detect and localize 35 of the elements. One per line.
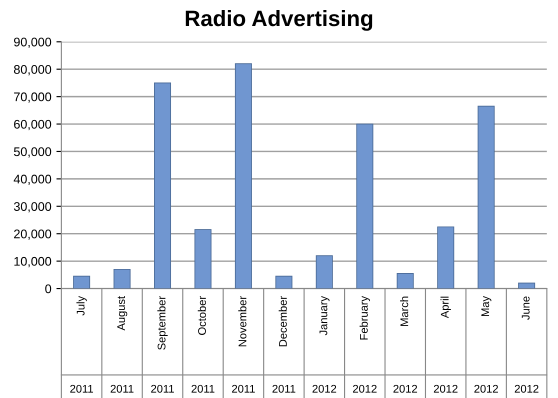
y-tick-label: 20,000	[14, 230, 52, 240]
bar	[73, 276, 90, 289]
category-label: July 2011	[70, 296, 94, 393]
y-tick-label: 50,000	[14, 147, 52, 158]
chart-title: Radio Advertising	[186, 10, 372, 31]
bar	[234, 63, 252, 289]
y-tick-label: 70,000	[14, 92, 52, 103]
y-tick-label: 10,000	[14, 256, 52, 268]
bar	[275, 276, 292, 289]
category-label: January 2012	[312, 296, 336, 393]
y-tick-label: 90,000	[14, 38, 52, 48]
category-label: September 2011	[151, 296, 174, 393]
category-label: June 2012	[514, 296, 538, 393]
y-tick-label: 60,000	[14, 120, 52, 130]
category-label: March 2012	[393, 296, 418, 393]
category-label: April 2012	[434, 296, 458, 393]
category-label: August 2011	[110, 296, 134, 393]
y-tick-label: 0	[45, 284, 52, 294]
y-tick-label: 30,000	[14, 202, 52, 212]
category-label: October 2011	[192, 296, 214, 393]
y-tick-label: 80,000	[14, 65, 52, 76]
bar	[437, 226, 454, 289]
category-label: May 2012	[474, 296, 498, 393]
bar	[478, 106, 495, 289]
bar	[316, 255, 333, 289]
category-label: November 2011	[232, 296, 255, 393]
category-label: December 2011	[272, 296, 296, 393]
bar	[194, 229, 212, 289]
bar	[356, 124, 374, 289]
bar	[154, 82, 172, 289]
bar	[518, 282, 536, 289]
bar	[396, 273, 414, 289]
y-tick-label: 40,000	[14, 174, 52, 186]
bar	[114, 268, 131, 289]
category-label: February 2012	[352, 296, 377, 393]
